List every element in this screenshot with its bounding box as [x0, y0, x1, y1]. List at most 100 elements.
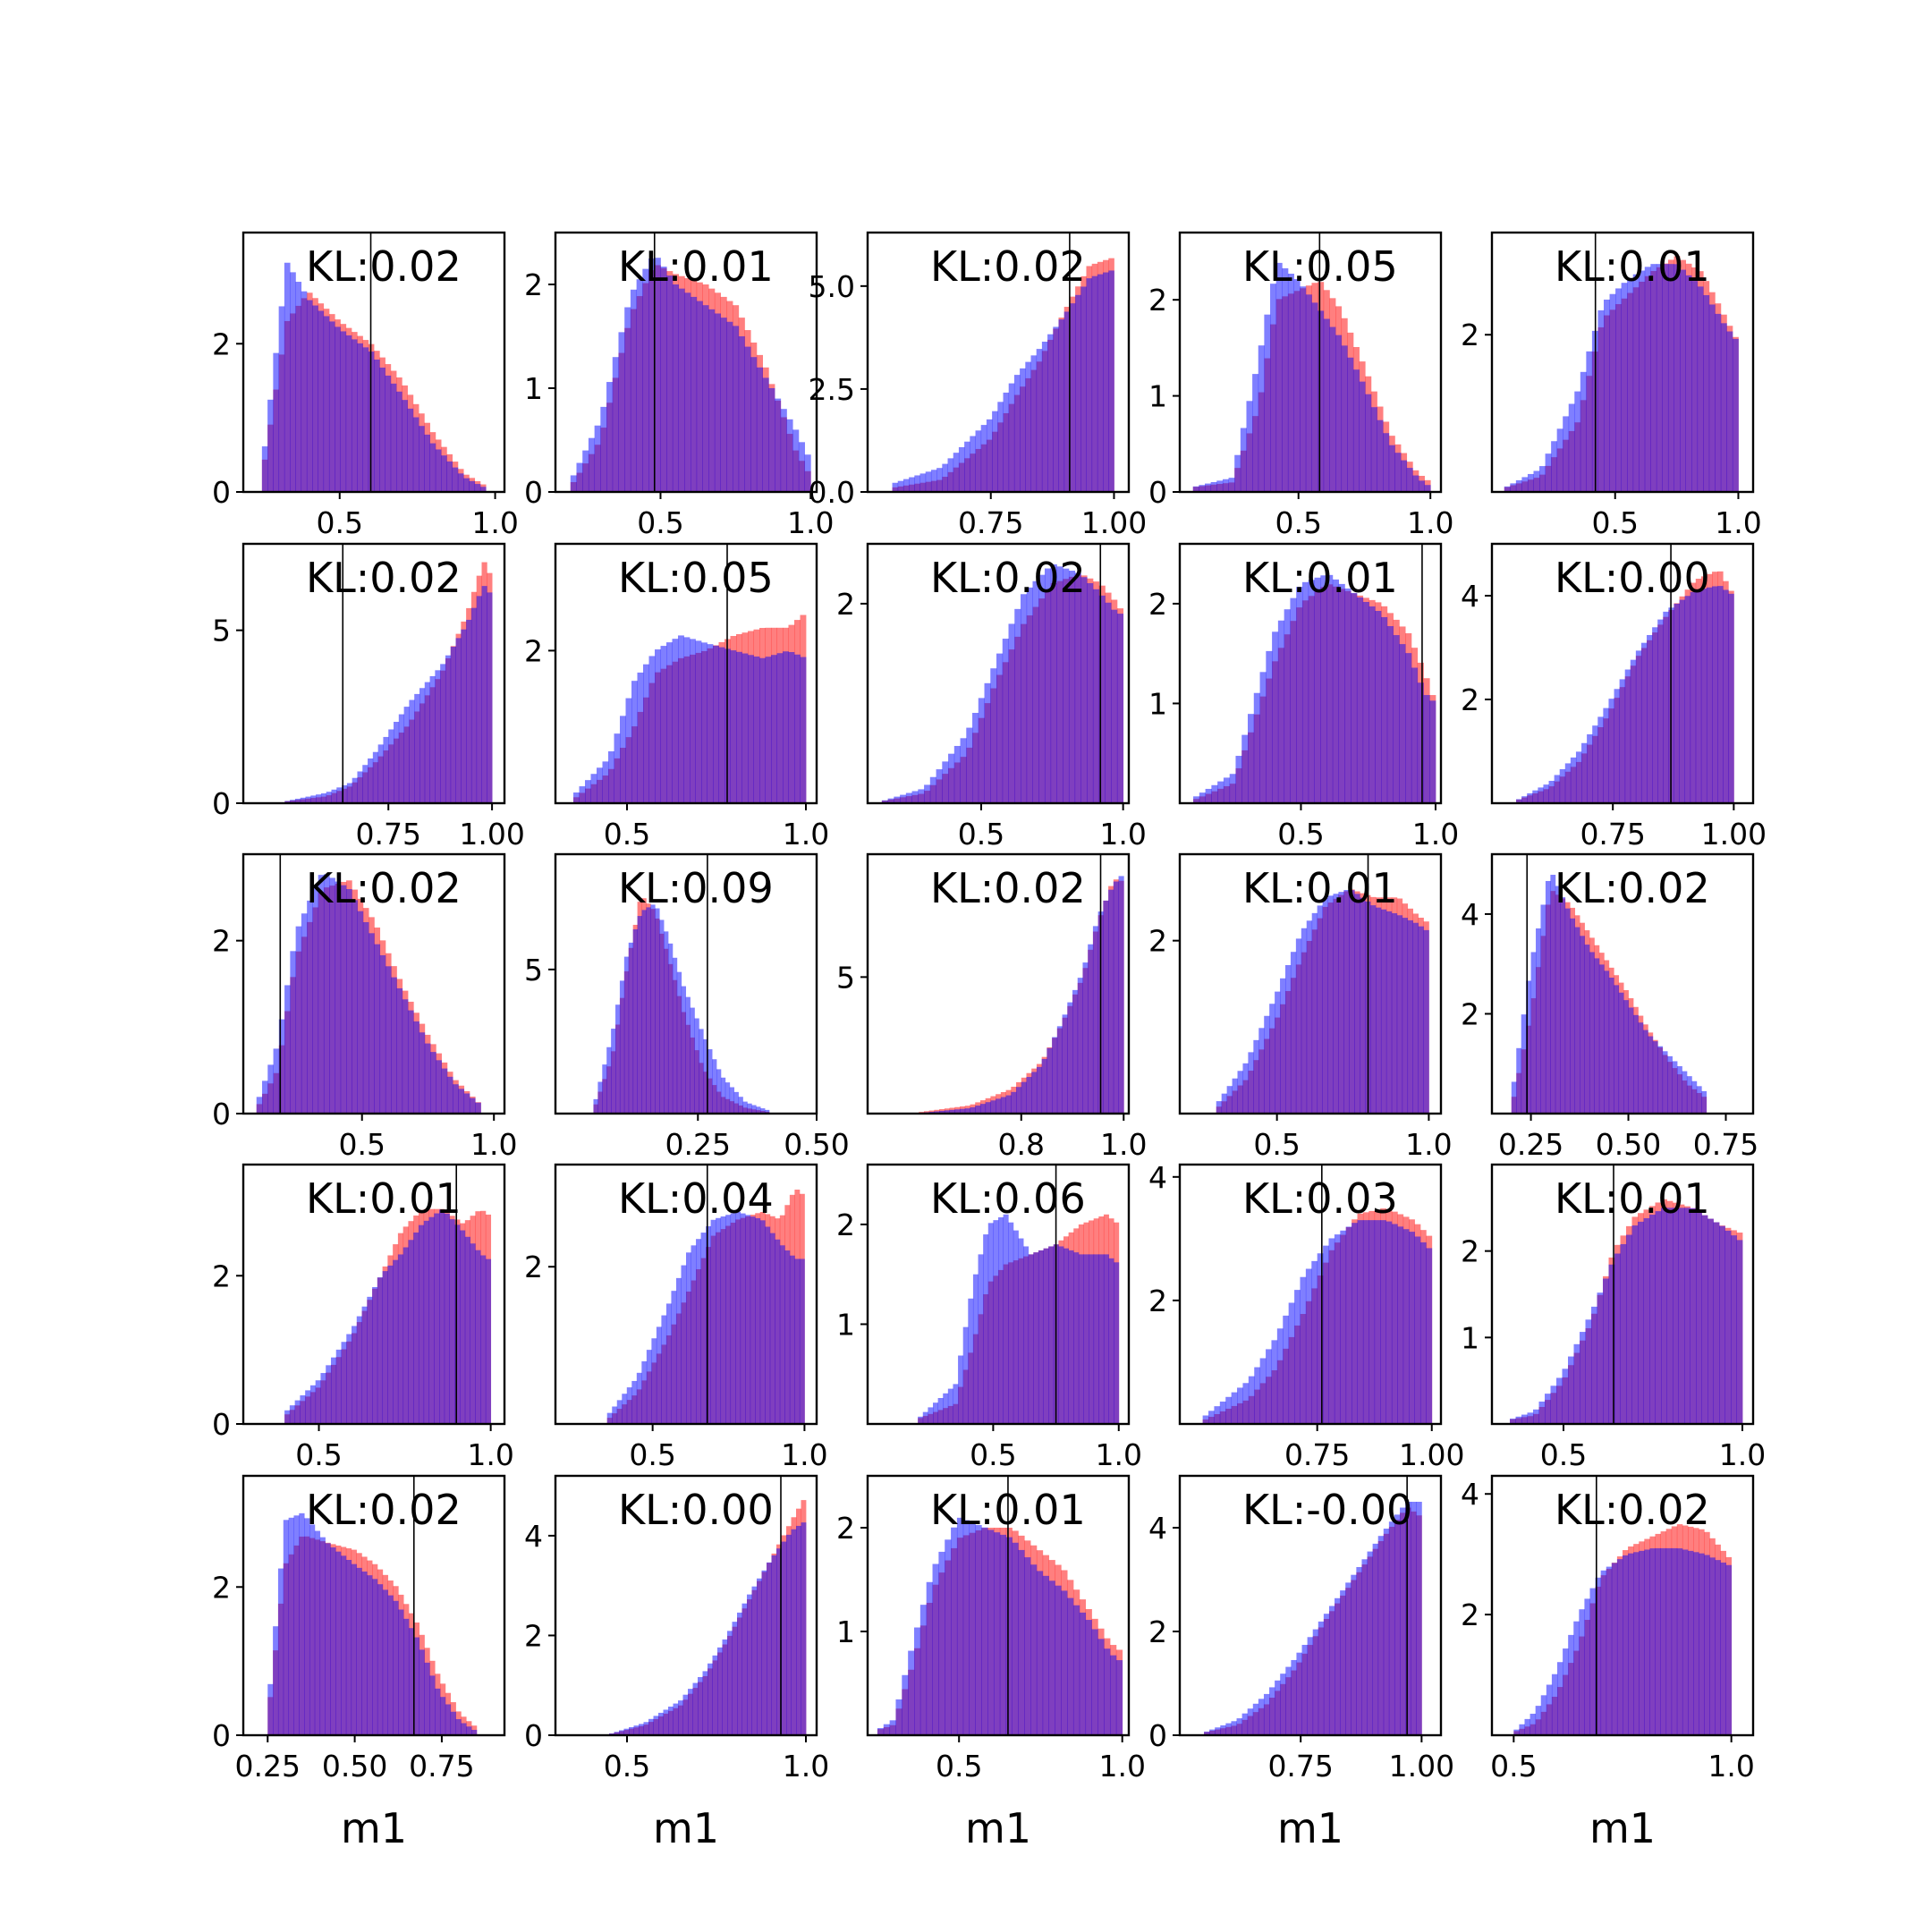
y-tick-label: 0 — [524, 475, 543, 510]
blue-histogram-bar — [1690, 591, 1697, 803]
y-tick-label: 0 — [212, 1097, 231, 1131]
blue-histogram-bar — [784, 1250, 791, 1424]
blue-histogram-bar — [1294, 1290, 1301, 1424]
blue-histogram-bar — [1368, 1220, 1376, 1424]
blue-histogram-bar — [1584, 945, 1590, 1114]
y-tick-label: 2 — [1148, 283, 1167, 318]
x-axis-label: m1 — [1589, 1804, 1656, 1852]
blue-histogram-bar — [1701, 1090, 1707, 1114]
blue-histogram-bar — [1080, 286, 1087, 492]
blue-histogram-bar — [786, 419, 793, 492]
blue-histogram-bar — [1574, 391, 1581, 492]
blue-histogram-bar — [1349, 890, 1355, 1114]
blue-histogram-bar — [1515, 479, 1522, 492]
blue-histogram-bar — [444, 1213, 450, 1424]
blue-histogram-bar — [1259, 1358, 1267, 1424]
x-tick-label: 0.5 — [1277, 817, 1324, 852]
kl-annotation: KL:-0.00 — [1242, 1486, 1412, 1534]
blue-histogram-bar — [341, 1555, 347, 1735]
blue-histogram-bar — [691, 296, 698, 492]
blue-histogram-bar — [1345, 1582, 1352, 1735]
blue-histogram-bar — [650, 904, 656, 1114]
blue-histogram-bar — [1385, 1221, 1393, 1424]
blue-histogram-bar — [606, 1046, 612, 1114]
blue-histogram-bar — [970, 436, 976, 492]
y-tick-label: 1 — [836, 1614, 855, 1649]
x-tick-label: 1.0 — [1405, 1127, 1452, 1162]
blue-histogram-bar — [1295, 938, 1302, 1114]
blue-histogram-bar — [612, 357, 619, 492]
blue-histogram-bar — [1205, 788, 1212, 803]
y-tick-label: 2 — [1148, 924, 1167, 959]
blue-histogram-bar — [1103, 272, 1109, 492]
blue-histogram-bar — [394, 722, 400, 803]
blue-histogram-bar — [1628, 1553, 1634, 1735]
blue-histogram-bar — [309, 1385, 317, 1424]
blue-histogram-bar — [1271, 1340, 1278, 1424]
blue-histogram-bar — [633, 1725, 640, 1735]
x-tick-label: 1.0 — [783, 817, 829, 852]
x-tick-label: 1.00 — [459, 817, 524, 852]
blue-histogram-bar — [925, 471, 932, 492]
blue-histogram-bar — [1222, 479, 1229, 492]
blue-histogram-bar — [979, 1104, 987, 1114]
blue-histogram-bar — [1068, 571, 1076, 803]
x-tick-label: 1.00 — [1081, 505, 1147, 540]
blue-histogram-bar — [340, 331, 347, 492]
blue-histogram-bar — [1351, 592, 1358, 803]
blue-histogram-bar — [1269, 1687, 1275, 1735]
blue-histogram-bar — [1570, 918, 1576, 1114]
blue-histogram-bar — [909, 477, 915, 492]
blue-histogram-bar — [361, 1306, 368, 1424]
blue-histogram-bar — [675, 1277, 682, 1424]
blue-histogram-bar — [1515, 1416, 1522, 1424]
kl-annotation: KL:0.03 — [1242, 1174, 1398, 1223]
blue-histogram-bar — [1713, 1222, 1720, 1424]
blue-histogram-bar — [1258, 1699, 1265, 1735]
blue-histogram-bar — [783, 651, 789, 803]
blue-histogram-bar — [794, 1258, 801, 1424]
blue-histogram-bar — [388, 729, 394, 803]
blue-histogram-bar — [351, 1563, 357, 1735]
histogram-panel-18: 1 2 0.5 1.0 KL:0.06 — [836, 1163, 1142, 1472]
blue-histogram-bar — [1338, 892, 1344, 1114]
blue-histogram-bar — [1003, 1214, 1009, 1424]
blue-histogram-bar — [765, 657, 772, 803]
kl-annotation: KL:0.02 — [930, 554, 1086, 602]
blue-histogram-bar — [759, 657, 766, 803]
blue-histogram-bar — [1089, 1254, 1095, 1424]
blue-histogram-bar — [278, 1019, 285, 1114]
blue-histogram-bar — [1030, 355, 1038, 492]
blue-histogram-bar — [972, 712, 979, 803]
y-tick-label: 2 — [1148, 587, 1167, 622]
y-tick-label: 0 — [524, 1718, 543, 1753]
blue-histogram-bar — [1592, 725, 1598, 803]
blue-histogram-bar — [1360, 897, 1366, 1114]
blue-histogram-bar — [1036, 349, 1043, 492]
blue-histogram-bar — [1270, 284, 1277, 492]
blue-histogram-bar — [1242, 1383, 1250, 1424]
blue-histogram-bar — [487, 592, 493, 803]
x-tick-label: 1.0 — [1715, 505, 1761, 540]
blue-histogram-bar — [1632, 1014, 1639, 1114]
blue-histogram-bar — [1061, 1590, 1068, 1735]
blue-histogram-bar — [1008, 623, 1015, 803]
blue-histogram-bar — [1365, 394, 1372, 492]
blue-histogram-bar — [962, 1520, 970, 1735]
blue-histogram-bar — [397, 1254, 404, 1424]
blue-histogram-bar — [1275, 1680, 1281, 1735]
blue-histogram-bar — [631, 1380, 638, 1424]
blue-histogram-bar — [1092, 589, 1100, 803]
blue-histogram-bar — [1301, 928, 1308, 1114]
blue-histogram-bar — [738, 1097, 743, 1114]
blue-histogram-bar — [1655, 1211, 1662, 1424]
blue-histogram-bar — [293, 1515, 300, 1735]
blue-histogram-bar — [1720, 1562, 1726, 1735]
blue-histogram-bar — [1513, 1729, 1520, 1735]
blue-histogram-bar — [1712, 586, 1718, 803]
blue-histogram-bar — [455, 1719, 462, 1735]
blue-histogram-bar — [600, 406, 607, 492]
blue-histogram-bar — [1115, 1660, 1123, 1735]
blue-histogram-bar — [1111, 609, 1118, 803]
blue-histogram-bar — [1205, 483, 1212, 492]
